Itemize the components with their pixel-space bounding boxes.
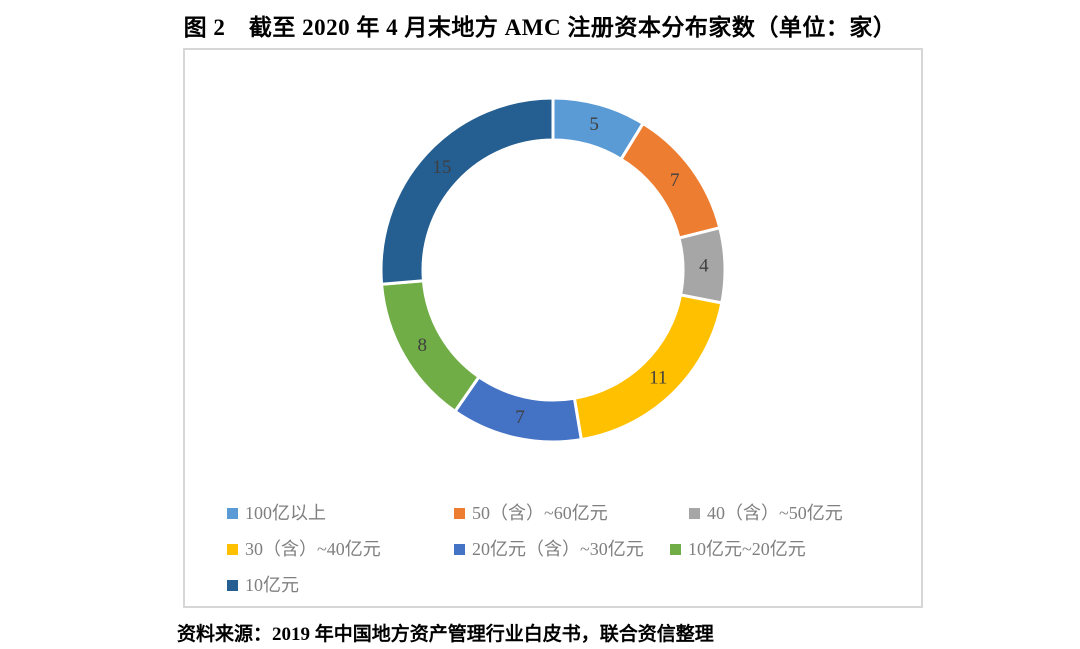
slice-label: 11	[649, 368, 667, 389]
legend-marker-icon	[227, 507, 238, 519]
legend-marker-icon	[227, 543, 238, 555]
legend-label: 10亿元~20亿元	[688, 539, 806, 559]
legend-label: 40（含）~50亿元	[707, 503, 843, 523]
legend-label: 20亿元（含）~30亿元	[472, 539, 644, 559]
legend-marker-icon	[670, 543, 681, 555]
legend-label: 30（含）~40亿元	[245, 539, 381, 559]
legend-marker-icon	[689, 507, 700, 519]
slice-label: 8	[417, 335, 427, 356]
legend-marker-icon	[454, 543, 465, 555]
donut-segment	[379, 96, 555, 286]
slice-label: 7	[515, 407, 525, 428]
legend-item: 30（含）~40亿元	[227, 538, 381, 560]
slice-label: 5	[589, 114, 599, 135]
slice-label: 15	[432, 157, 451, 178]
legend-label: 10亿元	[245, 575, 299, 595]
legend-label: 100亿以上	[245, 503, 326, 523]
legend-item: 20亿元（含）~30亿元	[454, 538, 644, 560]
legend-marker-icon	[454, 507, 465, 519]
source-note: 资料来源：2019 年中国地方资产管理行业白皮书，联合资信整理	[177, 624, 714, 645]
slice-label: 7	[670, 170, 680, 191]
legend-item: 10亿元~20亿元	[670, 538, 806, 560]
legend-marker-icon	[227, 579, 238, 591]
legend-item: 50（含）~60亿元	[454, 502, 608, 524]
legend-item: 40（含）~50亿元	[689, 502, 843, 524]
slice-label: 4	[699, 255, 709, 276]
donut-segment	[572, 293, 724, 442]
donut-chart: 5 7 4 11 7 8 15	[379, 96, 727, 444]
legend-label: 50（含）~60亿元	[472, 503, 608, 523]
chart-area: 5 7 4 11 7 8 15 100亿以上 50（含）~60亿元 40（含）~50亿元 30（含…	[183, 48, 923, 608]
legend-item: 10亿元	[227, 574, 299, 596]
figure-title: 图 2 截至 2020 年 4 月末地方 AMC 注册资本分布家数（单位：家）	[183, 15, 897, 40]
legend-item: 100亿以上	[227, 502, 326, 524]
donut-segment	[380, 279, 481, 413]
